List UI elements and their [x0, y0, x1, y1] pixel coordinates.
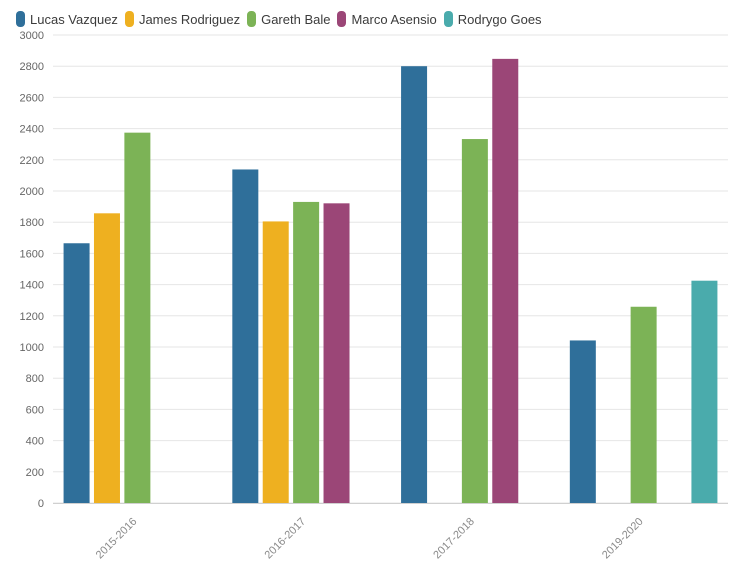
legend-swatch [247, 11, 257, 27]
y-tick-label: 1400 [20, 280, 44, 292]
legend-label: Lucas Vazquez [30, 11, 118, 27]
y-tick-label: 2000 [20, 186, 44, 198]
y-tick-label: 2600 [20, 92, 44, 104]
y-tick-label: 600 [26, 404, 44, 416]
legend-item-gareth-bale[interactable]: Gareth Bale [247, 11, 330, 27]
legend-item-marco-asensio[interactable]: Marco Asensio [337, 11, 437, 27]
bar[interactable] [232, 169, 259, 504]
y-tick-label: 1800 [20, 217, 44, 229]
legend-item-rodrygo-goes[interactable]: Rodrygo Goes [443, 11, 542, 27]
y-tick-label: 3000 [20, 30, 44, 42]
bar[interactable] [401, 66, 428, 503]
bar[interactable] [630, 306, 657, 503]
legend-item-james-rodriguez[interactable]: James Rodriguez [124, 11, 241, 27]
bar[interactable] [569, 340, 596, 503]
legend-label: James Rodriguez [138, 11, 241, 27]
legend: Lucas Vazquez James Rodriguez Gareth Bal… [16, 8, 542, 30]
legend-swatch [443, 11, 453, 27]
y-tick-label: 800 [26, 373, 44, 385]
bar[interactable] [63, 243, 90, 503]
y-tick-label: 1600 [20, 248, 44, 260]
legend-swatch [337, 11, 347, 27]
bar[interactable] [293, 201, 320, 504]
x-tick-label: 2017-2018 [431, 516, 477, 562]
y-tick-label: 400 [26, 436, 44, 448]
legend-swatch [16, 11, 25, 27]
y-tick-label: 200 [26, 467, 44, 479]
y-tick-label: 1000 [20, 342, 44, 354]
bar[interactable] [323, 203, 350, 503]
bar[interactable] [93, 213, 120, 504]
legend-label: Rodrygo Goes [457, 11, 542, 27]
bar[interactable] [691, 280, 718, 503]
bar[interactable] [461, 139, 488, 503]
bar[interactable] [124, 132, 151, 503]
x-tick-label: 2016-2017 [263, 516, 309, 562]
legend-label: Gareth Bale [261, 11, 331, 27]
bar[interactable] [262, 221, 289, 504]
y-tick-label: 2800 [20, 61, 44, 73]
y-tick-label: 1200 [20, 311, 44, 323]
x-tick-label: 2015-2016 [94, 516, 140, 562]
y-tick-label: 2400 [20, 124, 44, 136]
bar[interactable] [492, 58, 519, 503]
x-tick-label: 2019-2020 [600, 516, 646, 562]
legend-item-lucas-vazquez[interactable]: Lucas Vazquez [16, 11, 118, 27]
legend-label: Marco Asensio [351, 11, 437, 27]
y-tick-label: 2200 [20, 155, 44, 167]
y-tick-label: 0 [38, 498, 44, 510]
legend-swatch [124, 11, 134, 27]
